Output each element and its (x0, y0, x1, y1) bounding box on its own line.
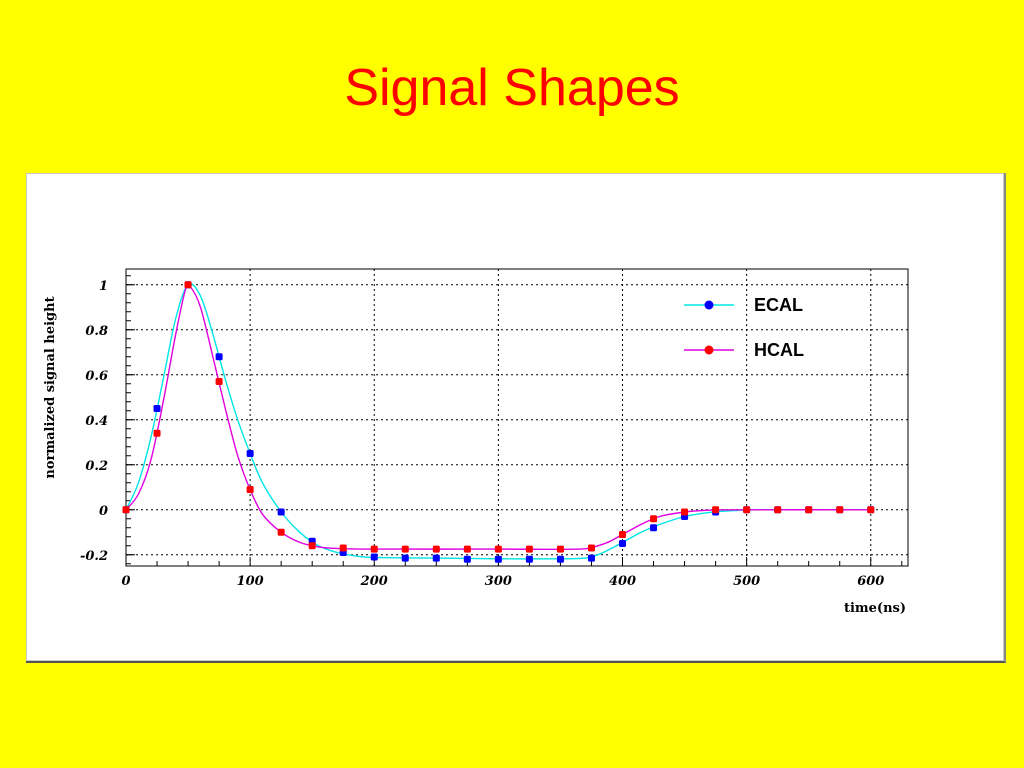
legend-hcal-marker (704, 345, 714, 355)
ecal-data-point (277, 508, 285, 516)
legend-ecal-label: ECAL (754, 295, 803, 315)
hcal-data-point (401, 545, 409, 553)
y-tick-label: 0 (99, 504, 108, 519)
x-tick-label: 200 (360, 574, 388, 589)
y-tick-label: 0.6 (85, 369, 108, 384)
hcal-data-point (494, 545, 502, 553)
ecal-data-point (587, 554, 595, 562)
hcal-data-point (308, 542, 316, 550)
hcal-data-point (650, 515, 658, 523)
y-axis-title: normalized signal height (43, 296, 58, 478)
y-tick-label: 1 (99, 279, 108, 294)
ecal-data-point (650, 524, 658, 532)
axis-ticks (125, 275, 903, 566)
hcal-data-point (805, 506, 813, 514)
hcal-data-point (774, 506, 782, 514)
x-tick-label: 500 (733, 574, 760, 589)
y-tick-label: 0.4 (85, 414, 108, 429)
hcal-data-point (184, 281, 192, 289)
hcal-data-point (743, 506, 751, 514)
y-tick-labels: -0.2 0 0.2 0.4 0.6 0.8 1 (80, 279, 108, 564)
hcal-data-point (339, 544, 347, 552)
ecal-data-point (494, 555, 502, 563)
hcal-data-point (432, 545, 440, 553)
grid-lines (126, 269, 908, 566)
hcal-data-point (836, 506, 844, 514)
x-tick-label: 300 (485, 574, 512, 589)
hcal-data-point (556, 545, 564, 553)
ecal-data-point (153, 405, 161, 412)
ecal-data-point (246, 450, 254, 457)
ecal-data-point (215, 353, 223, 361)
slide-title: Signal Shapes (344, 59, 680, 117)
x-tick-label: 400 (609, 574, 636, 589)
signal-shape-chart: 0 100 200 300 400 500 600 -0.2 0 0.2 0.4 0.6 0.8 1 t… (43, 268, 909, 616)
series-markers (122, 281, 875, 563)
ecal-data-point (525, 555, 533, 563)
hcal-data-point (712, 506, 720, 514)
ecal-data-point (556, 555, 564, 563)
legend: ECAL HCAL (684, 295, 804, 360)
ecal-data-point (370, 553, 378, 561)
ecal-data-point (619, 540, 627, 547)
hcal-data-point (370, 545, 378, 553)
hcal-data-point (867, 506, 875, 514)
legend-entry-hcal: HCAL (684, 340, 804, 360)
ecal-data-point (401, 554, 409, 562)
hcal-data-point (215, 378, 223, 385)
hcal-data-point (587, 544, 595, 552)
y-tick-label: 0.2 (85, 459, 108, 474)
hcal-data-point (277, 528, 285, 536)
chart-panel: 0 100 200 300 400 500 600 -0.2 0 0.2 0.4 0.6 0.8 1 t… (26, 173, 1006, 663)
hcal-data-point (525, 545, 533, 553)
plot-frame (125, 268, 909, 567)
hcal-data-point (463, 545, 471, 553)
hcal-data-point (122, 506, 130, 514)
legend-ecal-marker (704, 300, 714, 310)
x-tick-label: 100 (237, 574, 264, 589)
y-tick-label: 0.8 (85, 324, 108, 339)
legend-hcal-label: HCAL (754, 340, 804, 360)
legend-entry-ecal: ECAL (684, 295, 803, 315)
x-tick-labels: 0 100 200 300 400 500 600 (121, 574, 884, 589)
y-tick-label: -0.2 (80, 549, 108, 564)
ecal-data-point (463, 555, 471, 563)
hcal-data-point (681, 508, 689, 516)
hcal-data-point (246, 486, 254, 493)
ecal-data-point (432, 554, 440, 562)
hcal-data-point (619, 531, 627, 538)
x-tick-label: 0 (121, 574, 130, 589)
hcal-data-point (153, 429, 161, 437)
x-tick-label: 600 (857, 574, 884, 589)
x-axis-title: time(ns) (844, 601, 906, 616)
